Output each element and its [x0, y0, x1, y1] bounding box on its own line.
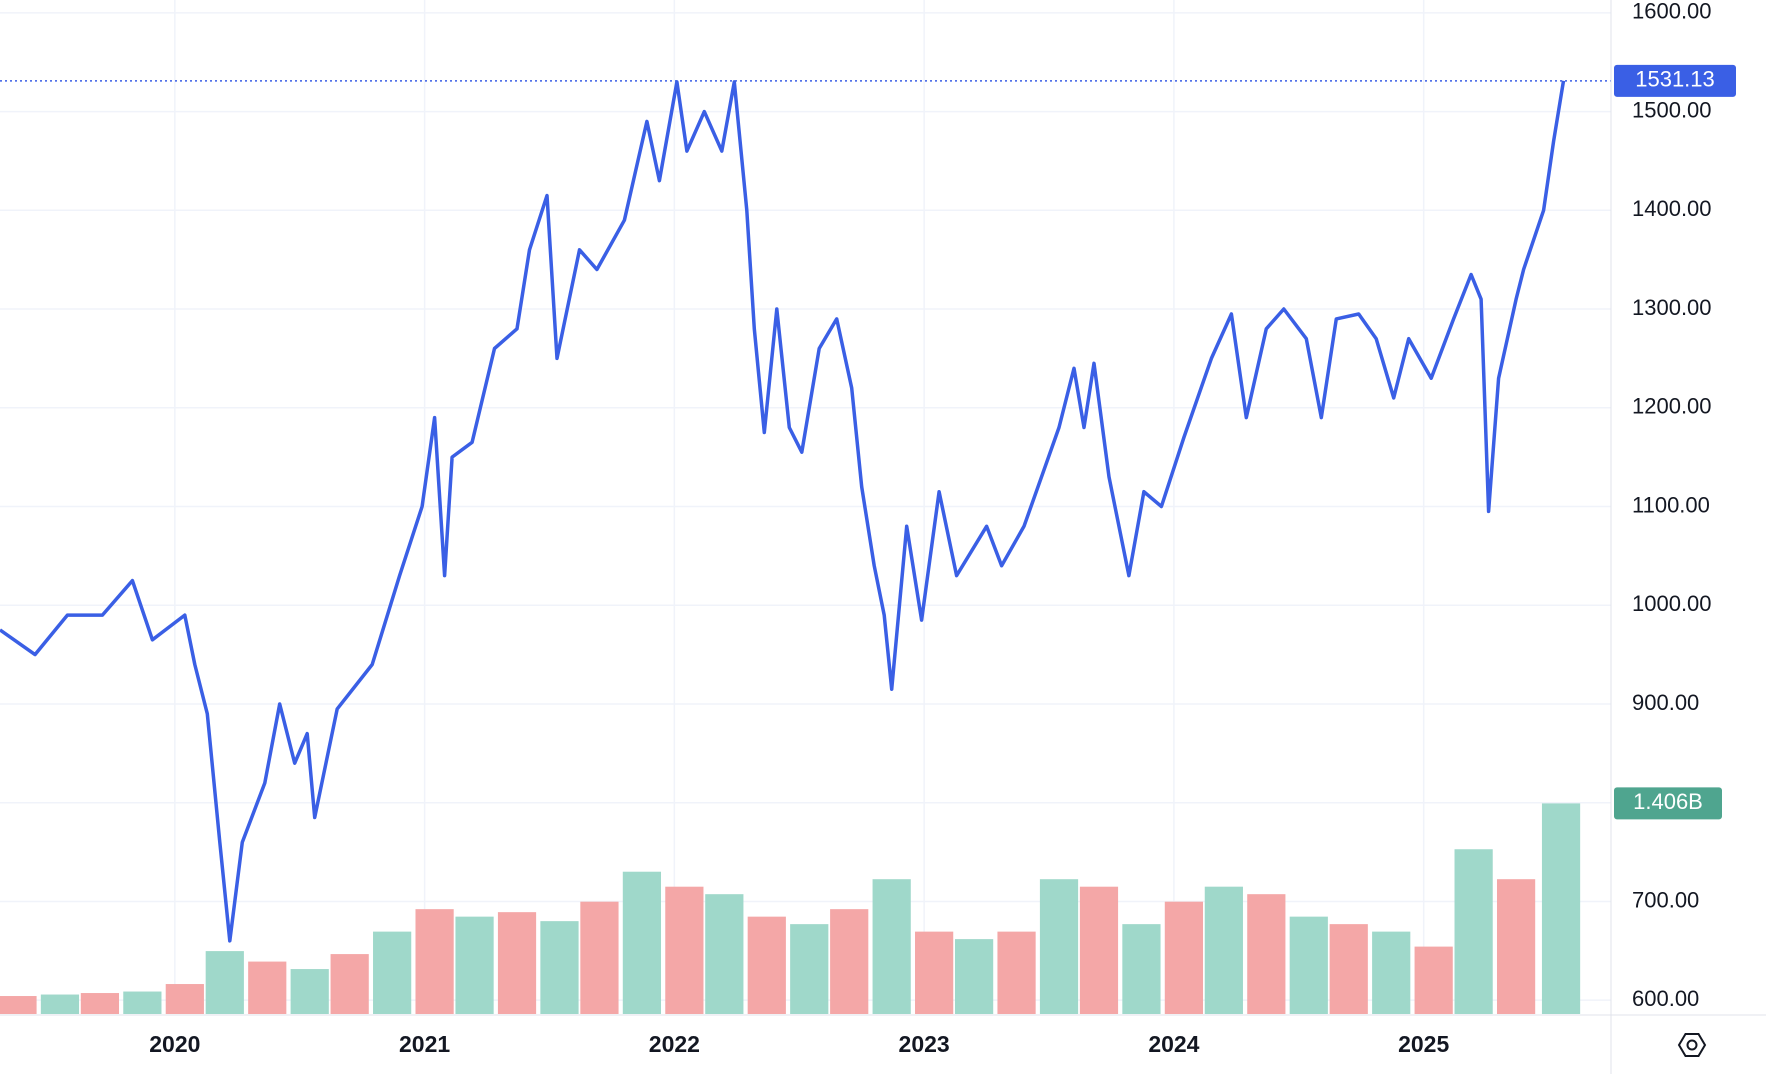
volume-bar: [997, 931, 1036, 1014]
y-tick-label: 1000.00: [1632, 591, 1712, 616]
volume-bar: [1039, 879, 1079, 1014]
price-layer: [0, 80, 1611, 943]
volume-bar: [872, 879, 911, 1014]
volume-bar: [1541, 803, 1581, 1014]
volume-bar: [540, 921, 579, 1014]
y-tick-label: 1400.00: [1632, 196, 1712, 221]
volume-bar: [1204, 886, 1243, 1014]
x-tick-label: 2025: [1398, 1031, 1449, 1057]
volume-bar: [790, 924, 829, 1014]
x-tick-label: 2023: [899, 1031, 950, 1057]
volume-bar: [123, 991, 162, 1014]
y-tick-label: 1500.00: [1632, 97, 1712, 122]
volume-bar: [205, 951, 244, 1014]
volume-bar: [580, 901, 619, 1014]
x-tick-label: 2021: [399, 1031, 450, 1057]
volume-bar: [290, 969, 329, 1014]
volume-bar: [830, 909, 869, 1014]
last-volume-label: 1.406B: [1633, 789, 1703, 814]
volume-bar: [455, 916, 494, 1014]
y-tick-label: 600.00: [1632, 986, 1699, 1011]
volume-bar: [1122, 924, 1161, 1014]
y-tick-label: 1600.00: [1632, 0, 1712, 24]
volume-bar: [954, 939, 994, 1014]
volume-bar: [373, 931, 412, 1014]
volume-bar: [248, 961, 287, 1014]
y-tick-label: 1100.00: [1632, 492, 1710, 517]
settings-icon[interactable]: [1677, 1033, 1707, 1057]
volume-bar: [1372, 931, 1411, 1014]
last-volume-tag: [1614, 787, 1722, 820]
volume-bar: [80, 993, 120, 1014]
volume-bar: [0, 996, 37, 1014]
volume-bar: [330, 954, 369, 1014]
volume-bar: [1079, 886, 1119, 1014]
volume-bar: [415, 909, 454, 1014]
x-tick-label: 2024: [1148, 1031, 1199, 1057]
volume-bar: [1496, 879, 1536, 1014]
volume-bar: [1247, 894, 1286, 1014]
last-price-tag: [1614, 64, 1736, 97]
volume-bar: [622, 871, 662, 1014]
settings-hex[interactable]: [1677, 1033, 1707, 1057]
last-price-label: 1531.13: [1635, 67, 1715, 92]
volume-bar: [1329, 924, 1368, 1014]
volume-bar: [747, 916, 786, 1014]
y-tick-label: 900.00: [1632, 690, 1699, 715]
volume-bar: [1289, 916, 1328, 1014]
volume-bar: [1414, 946, 1453, 1014]
settings-dot[interactable]: [1686, 1039, 1698, 1051]
y-tick-label: 1200.00: [1632, 394, 1712, 419]
volume-bar: [165, 984, 204, 1014]
volume-bar: [705, 894, 744, 1014]
grid: [0, 0, 1611, 1014]
volume-bar: [1164, 901, 1204, 1014]
x-tick-label: 2020: [149, 1031, 200, 1057]
price-line: [0, 80, 1566, 943]
volume-bar: [665, 886, 704, 1014]
y-tick-label: 1300.00: [1632, 295, 1712, 320]
volume-bar: [497, 912, 537, 1014]
volume-bar: [40, 994, 80, 1014]
volume-layer: [0, 803, 1581, 1014]
y-tick-label: 700.00: [1632, 887, 1699, 912]
volume-bar: [1454, 849, 1493, 1014]
x-tick-label: 2022: [649, 1031, 700, 1057]
volume-bar: [915, 931, 954, 1014]
